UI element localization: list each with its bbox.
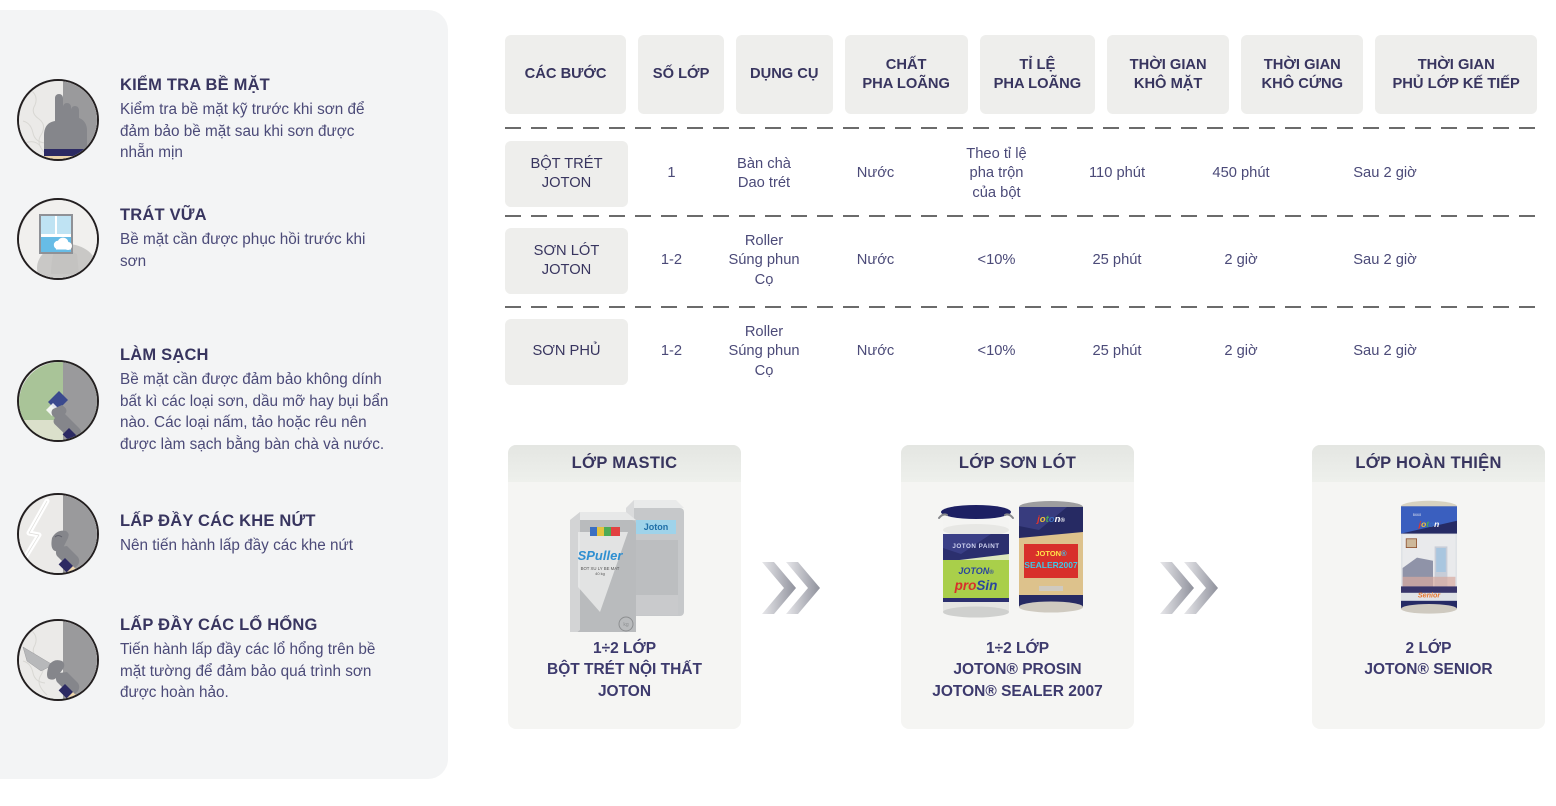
svg-text:joton: joton: [1418, 519, 1440, 529]
svg-text:40 kg: 40 kg: [595, 571, 605, 576]
svg-text:Joton: Joton: [644, 522, 669, 532]
svg-text:SEALER2007: SEALER2007: [1024, 560, 1078, 570]
svg-text:Senior: Senior: [1418, 591, 1442, 600]
svg-text:JOTON®: JOTON®: [958, 566, 994, 576]
svg-text:SPuller: SPuller: [578, 548, 624, 563]
svg-text:kg: kg: [623, 622, 629, 628]
svg-text:B668: B668: [1413, 513, 1421, 517]
svg-text:proSin: proSin: [954, 578, 998, 593]
svg-text:JOTON®: JOTON®: [1035, 549, 1067, 558]
svg-text:JOTON PAINT: JOTON PAINT: [952, 543, 999, 550]
